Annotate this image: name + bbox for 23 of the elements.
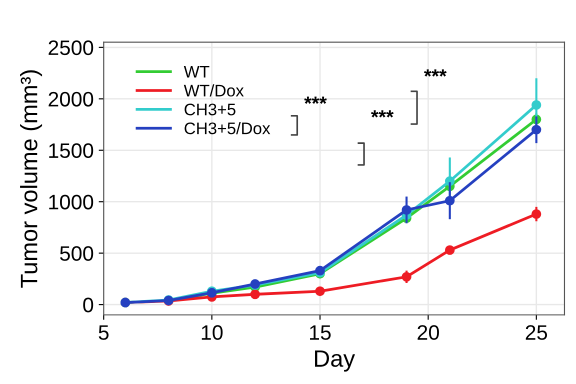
annotation: ***: [304, 96, 327, 104]
legend-label: WT/Dox: [184, 84, 244, 97]
x-tick-label: 10: [202, 325, 223, 340]
legend-label: CH3+5: [184, 104, 236, 116]
point: [315, 286, 325, 296]
point: [250, 289, 260, 300]
legend-label: WT: [184, 66, 210, 78]
y-tick-label: 2000: [48, 92, 94, 107]
x-tick-label: 25: [526, 325, 548, 340]
point: [315, 266, 325, 276]
y-tick-label: 1000: [49, 194, 94, 210]
y-tick-label: 2500: [48, 40, 94, 56]
x-axis-title: Day: [315, 350, 356, 372]
legend-label: CH3+5/Dox: [184, 122, 270, 134]
y-tick-label: 500: [60, 246, 94, 261]
x-tick-label: 20: [418, 325, 439, 340]
x-tick-label: 15: [310, 325, 331, 340]
annotation: ***: [371, 110, 394, 118]
annotation: ***: [424, 69, 447, 77]
y-tick-label: 0: [83, 298, 94, 312]
y-tick-label: 1500: [49, 143, 94, 158]
y-axis-title: Tumor volume (mm³): [20, 70, 42, 288]
x-tick-label: 5: [98, 325, 109, 340]
